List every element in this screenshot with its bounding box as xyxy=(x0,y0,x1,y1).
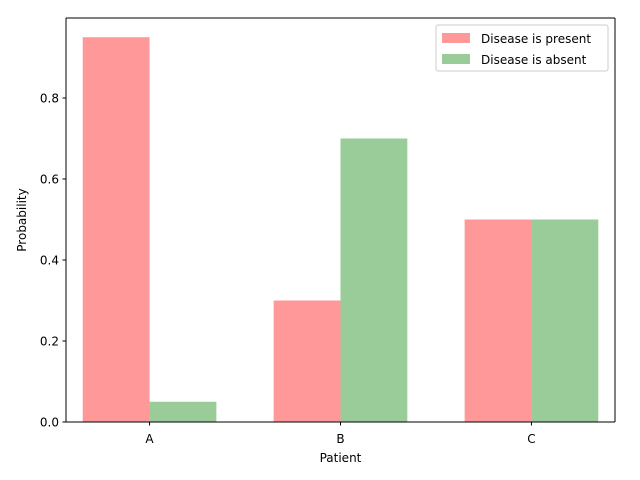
x-tick-label: B xyxy=(336,432,344,446)
y-tick-label: 0.8 xyxy=(40,91,59,105)
y-tick-label: 0.0 xyxy=(40,416,59,430)
x-axis-label: Patient xyxy=(320,451,362,465)
bar-present-c xyxy=(464,219,532,422)
x-tick-label: A xyxy=(145,432,154,446)
bar-absent-b xyxy=(340,138,408,423)
bars xyxy=(82,37,599,423)
legend: Disease is present Disease is absent xyxy=(435,24,609,72)
bar-present-b xyxy=(273,300,341,422)
y-tick-label: 0.2 xyxy=(40,334,59,348)
x-ticks: A B C xyxy=(145,422,536,446)
legend-label-present: Disease is present xyxy=(481,32,591,46)
y-tick-label: 0.4 xyxy=(40,253,59,267)
bar-absent-a xyxy=(149,401,217,422)
bar-present-a xyxy=(82,37,150,422)
x-tick-label: C xyxy=(527,432,535,446)
legend-label-absent: Disease is absent xyxy=(481,53,587,67)
y-axis-label: Probability xyxy=(15,188,29,251)
legend-swatch-present xyxy=(442,33,470,43)
legend-items: Disease is present Disease is absent xyxy=(442,32,591,67)
legend-box xyxy=(435,24,609,72)
y-ticks: 0.0 0.2 0.4 0.6 0.8 xyxy=(40,91,66,430)
y-tick-label: 0.6 xyxy=(40,172,59,186)
legend-swatch-absent xyxy=(442,54,470,64)
bar-absent-c xyxy=(531,219,599,422)
